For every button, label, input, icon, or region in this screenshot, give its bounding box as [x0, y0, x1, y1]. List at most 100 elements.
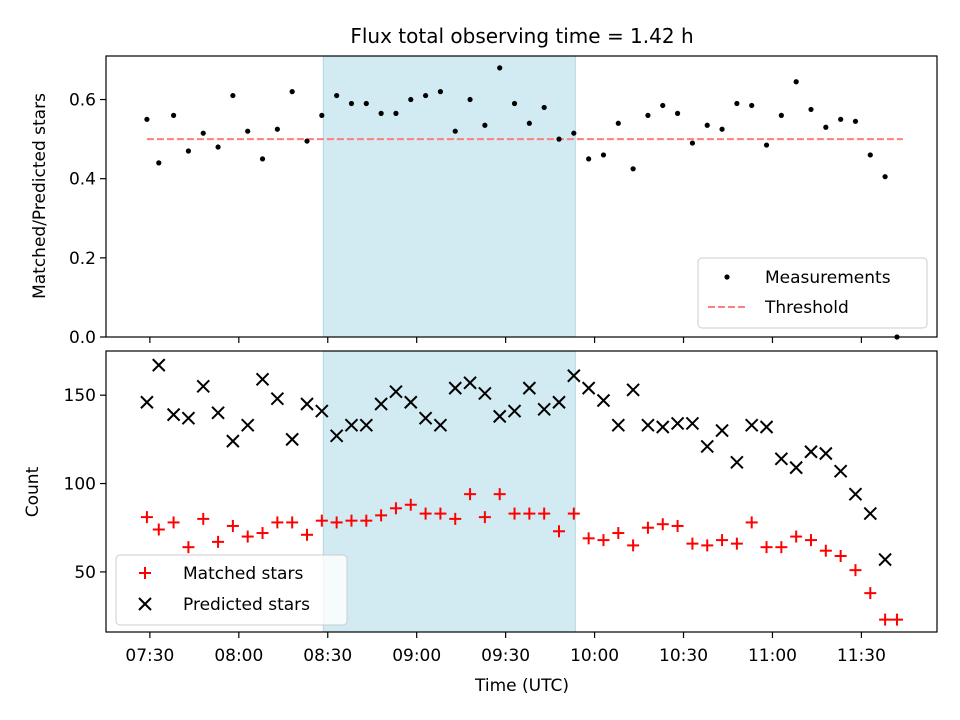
predicted-point	[404, 395, 418, 409]
legend-threshold-label: Threshold	[764, 298, 849, 318]
matched-point	[478, 511, 491, 524]
matched-point	[790, 530, 803, 543]
measurement-point	[808, 106, 814, 113]
top-y-ticks: 0.0 0.2 0.4 0.6	[69, 91, 106, 348]
measurement-point	[393, 110, 399, 116]
predicted-point	[745, 418, 759, 432]
top-y-axis-label: Matched/Predicted stars	[30, 93, 50, 299]
matched-point	[656, 518, 669, 531]
matched-point	[523, 507, 536, 520]
measurement-point	[689, 140, 696, 146]
measurement-point	[170, 112, 177, 118]
predicted-point	[848, 487, 863, 501]
measurement-point	[556, 136, 562, 142]
predicted-point	[300, 397, 314, 411]
predicted-point	[507, 404, 522, 418]
y-tick-label: 0.2	[69, 249, 96, 269]
matched-point	[140, 511, 153, 524]
measurement-point	[674, 110, 681, 116]
predicted-point	[344, 418, 359, 432]
top-panel: 0.0 0.2 0.4 0.6 Matched/Predicted stars Mea…	[30, 55, 938, 348]
measurement-point	[408, 96, 414, 103]
matched-point	[716, 534, 729, 547]
matched-point	[701, 539, 714, 552]
predicted-point	[863, 506, 878, 521]
x-tick-label: 08:30	[303, 646, 352, 666]
measurement-point	[348, 100, 355, 107]
matched-point	[760, 541, 773, 554]
predicted-point	[418, 411, 433, 425]
predicted-point	[181, 411, 196, 425]
matched-point	[567, 507, 580, 520]
matched-point	[449, 512, 462, 525]
matched-point	[241, 530, 254, 543]
matched-point	[404, 498, 417, 511]
predicted-point	[685, 416, 700, 431]
predicted-point	[152, 358, 166, 372]
bottom-panel: 50 100 150 07:30 08:00 08:30 09:00 09:30 10:00 1…	[23, 350, 938, 696]
matched-point	[849, 564, 862, 577]
measurement-point	[600, 152, 607, 158]
bottom-highlight-span	[322, 350, 576, 633]
predicted-point	[329, 429, 344, 443]
matched-point	[686, 537, 699, 550]
measurement-point	[289, 89, 295, 95]
measurement-point	[319, 112, 325, 118]
measurement-point	[467, 96, 473, 103]
predicted-point	[255, 372, 270, 386]
predicted-point	[389, 384, 403, 399]
predicted-point	[270, 392, 285, 406]
predicted-point	[641, 418, 655, 432]
y-tick-label: 0.4	[69, 170, 96, 190]
predicted-series	[140, 358, 892, 567]
measurement-point	[852, 118, 859, 124]
predicted-point	[140, 395, 154, 409]
measurement-point	[334, 92, 340, 99]
y-tick-label: 100	[64, 475, 96, 495]
measurement-point	[734, 100, 740, 107]
predicted-point	[537, 402, 551, 417]
matched-point	[597, 534, 610, 547]
matched-point	[890, 613, 903, 626]
predicted-point	[567, 369, 581, 383]
predicted-point	[463, 376, 477, 390]
measurement-point	[526, 120, 532, 126]
predicted-point	[448, 381, 462, 395]
bottom-y-ticks: 50 100 150	[64, 386, 106, 583]
predicted-point	[493, 409, 507, 424]
matched-point	[167, 516, 180, 529]
measurement-point	[867, 152, 873, 158]
predicted-point	[359, 418, 374, 432]
measurement-point	[230, 92, 236, 99]
predicted-point	[581, 381, 596, 395]
predicted-point	[730, 455, 744, 470]
matched-point	[819, 544, 832, 557]
x-tick-label: 09:30	[481, 646, 530, 666]
top-axes-frame	[105, 55, 938, 338]
measurement-point	[378, 110, 384, 116]
x-tick-label: 10:30	[659, 646, 708, 666]
measurement-point	[437, 89, 444, 95]
matched-point	[493, 488, 506, 501]
matched-point	[671, 519, 684, 532]
measurement-point	[823, 124, 829, 130]
x-tick-label: 11:30	[837, 646, 886, 666]
matched-point	[879, 613, 892, 626]
matched-point	[212, 535, 225, 548]
matched-point	[582, 532, 595, 545]
predicted-point	[611, 418, 626, 432]
bottom-legend-box	[115, 554, 348, 626]
measurement-point	[259, 156, 266, 162]
predicted-point	[226, 434, 240, 448]
predicted-point	[774, 452, 789, 466]
legend-measurements-label: Measurements	[765, 268, 891, 288]
predicted-point	[715, 423, 729, 438]
measurement-point	[156, 160, 162, 166]
legend-matched-label: Matched stars	[183, 564, 303, 584]
matched-point	[612, 527, 625, 540]
measurement-point	[304, 138, 310, 144]
chart-title: Flux total observing time = 1.42 h	[350, 24, 693, 48]
predicted-point	[656, 420, 670, 434]
bottom-legend: Matched stars Predicted stars	[115, 554, 348, 626]
measurement-point	[704, 122, 710, 128]
